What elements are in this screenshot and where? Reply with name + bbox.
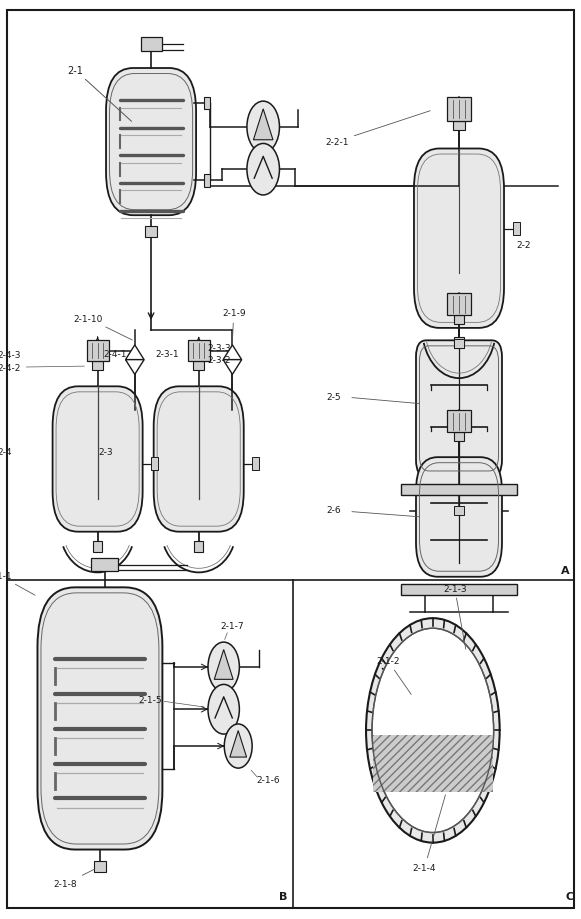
Text: 2-1-3: 2-1-3 bbox=[443, 584, 467, 650]
Text: C: C bbox=[565, 891, 573, 901]
Polygon shape bbox=[214, 650, 233, 680]
Text: 2-1-10: 2-1-10 bbox=[74, 314, 132, 341]
Bar bbox=[454, 338, 464, 348]
Text: 2-1-1: 2-1-1 bbox=[0, 572, 35, 596]
Circle shape bbox=[247, 102, 279, 153]
Text: 2-3-2: 2-3-2 bbox=[207, 356, 231, 365]
Polygon shape bbox=[223, 360, 242, 375]
Text: 2-4-1: 2-4-1 bbox=[103, 349, 127, 358]
Polygon shape bbox=[373, 735, 493, 792]
Text: 2-2-1: 2-2-1 bbox=[325, 111, 430, 147]
Bar bbox=[447, 97, 471, 121]
FancyBboxPatch shape bbox=[414, 150, 504, 328]
Bar bbox=[188, 341, 210, 361]
Text: 2-1-8: 2-1-8 bbox=[53, 869, 95, 889]
Bar bbox=[454, 433, 464, 441]
Bar bbox=[252, 458, 259, 471]
Bar bbox=[91, 558, 118, 571]
Text: 2-3-1: 2-3-1 bbox=[155, 349, 179, 358]
Bar bbox=[514, 222, 521, 235]
Text: 2-1-5: 2-1-5 bbox=[138, 695, 162, 704]
Bar bbox=[447, 294, 471, 316]
FancyBboxPatch shape bbox=[416, 341, 502, 477]
Circle shape bbox=[247, 144, 279, 196]
Bar bbox=[401, 484, 517, 495]
Bar bbox=[93, 541, 102, 552]
Polygon shape bbox=[230, 731, 246, 757]
Text: 2-3: 2-3 bbox=[99, 448, 113, 457]
Circle shape bbox=[224, 724, 252, 768]
Bar bbox=[454, 316, 464, 324]
Bar bbox=[401, 584, 517, 596]
Text: 2-6: 2-6 bbox=[326, 505, 340, 515]
Ellipse shape bbox=[372, 629, 494, 833]
Bar bbox=[87, 341, 109, 361]
Polygon shape bbox=[125, 360, 144, 375]
Text: 2-2: 2-2 bbox=[517, 241, 531, 250]
Bar bbox=[145, 227, 157, 238]
Bar bbox=[447, 411, 471, 433]
Text: 2-1-6: 2-1-6 bbox=[257, 775, 281, 784]
Text: 2-1-9: 2-1-9 bbox=[222, 309, 246, 339]
Polygon shape bbox=[125, 346, 144, 360]
FancyBboxPatch shape bbox=[53, 387, 143, 532]
Circle shape bbox=[208, 685, 239, 734]
Text: 2-1: 2-1 bbox=[67, 65, 131, 122]
FancyBboxPatch shape bbox=[37, 588, 162, 849]
Text: 2-1-7: 2-1-7 bbox=[221, 621, 245, 630]
Bar bbox=[141, 38, 162, 52]
Polygon shape bbox=[253, 109, 273, 141]
Polygon shape bbox=[223, 346, 242, 360]
Bar bbox=[205, 175, 210, 187]
Text: 2-4: 2-4 bbox=[0, 448, 12, 457]
FancyBboxPatch shape bbox=[106, 69, 196, 216]
Text: B: B bbox=[279, 891, 287, 901]
FancyBboxPatch shape bbox=[153, 387, 244, 532]
Bar bbox=[205, 97, 210, 110]
Bar bbox=[94, 860, 106, 871]
Text: 2-5: 2-5 bbox=[326, 392, 340, 402]
Bar bbox=[454, 506, 464, 516]
Text: 2-3-3: 2-3-3 bbox=[207, 343, 231, 352]
Text: 2-4-3: 2-4-3 bbox=[0, 350, 21, 359]
Text: 2-1-2: 2-1-2 bbox=[376, 656, 411, 695]
Text: 2-1-4: 2-1-4 bbox=[413, 795, 446, 872]
Text: 2-4-2: 2-4-2 bbox=[0, 363, 84, 372]
Text: A: A bbox=[561, 565, 569, 575]
Bar bbox=[454, 339, 464, 348]
Bar bbox=[92, 361, 103, 370]
Bar bbox=[194, 541, 203, 552]
Bar bbox=[193, 361, 204, 370]
Circle shape bbox=[208, 642, 239, 692]
Bar bbox=[151, 458, 158, 471]
Ellipse shape bbox=[366, 618, 500, 843]
FancyBboxPatch shape bbox=[416, 458, 502, 577]
Bar bbox=[453, 121, 465, 130]
